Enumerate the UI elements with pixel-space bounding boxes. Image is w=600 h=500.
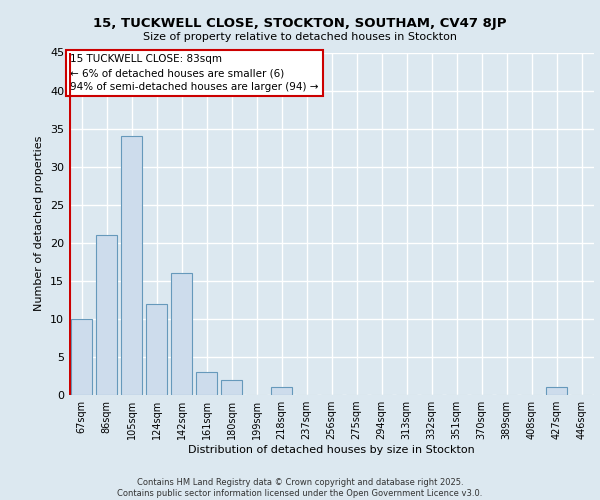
Text: 15 TUCKWELL CLOSE: 83sqm
← 6% of detached houses are smaller (6)
94% of semi-det: 15 TUCKWELL CLOSE: 83sqm ← 6% of detache… xyxy=(70,54,319,92)
Bar xyxy=(546,388,567,395)
Bar xyxy=(171,273,192,395)
Bar xyxy=(146,304,167,395)
Bar xyxy=(96,235,117,395)
Text: Size of property relative to detached houses in Stockton: Size of property relative to detached ho… xyxy=(143,32,457,42)
Text: Contains HM Land Registry data © Crown copyright and database right 2025.
Contai: Contains HM Land Registry data © Crown c… xyxy=(118,478,482,498)
X-axis label: Distribution of detached houses by size in Stockton: Distribution of detached houses by size … xyxy=(188,445,475,455)
Bar xyxy=(271,388,292,395)
Text: 15, TUCKWELL CLOSE, STOCKTON, SOUTHAM, CV47 8JP: 15, TUCKWELL CLOSE, STOCKTON, SOUTHAM, C… xyxy=(93,18,507,30)
Bar xyxy=(221,380,242,395)
Bar xyxy=(196,372,217,395)
Bar xyxy=(121,136,142,395)
Bar xyxy=(71,319,92,395)
Y-axis label: Number of detached properties: Number of detached properties xyxy=(34,136,44,312)
